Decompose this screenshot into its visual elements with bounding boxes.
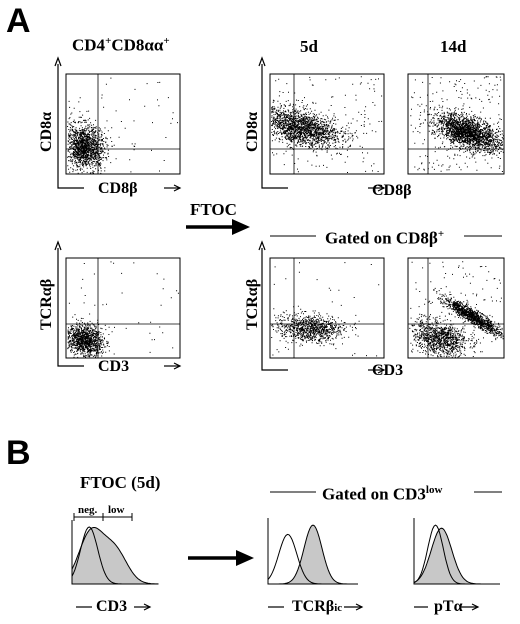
histogram-pta-axes [413, 518, 500, 585]
histogram-pta-filled [413, 527, 500, 585]
x-label-hist-cd3: CD3 [96, 598, 128, 615]
axes-cd8-5d-yarrow [258, 56, 266, 67]
header-5d: 5d [300, 37, 318, 56]
dotplot-tcr-left-frame [65, 257, 181, 359]
axes-cd8-5d-xarrow-head [377, 184, 386, 192]
axes-cd8-left-xarrow-head [173, 184, 182, 192]
hist-tcrbic-arrow-head [355, 603, 364, 611]
axes-cd8-left-yarrow [54, 56, 62, 67]
dotplot-cd8-5d-cells [271, 95, 368, 162]
x-label-cd8b-right: CD8β [372, 182, 412, 199]
ftoc-label: FTOC [190, 200, 237, 219]
axes-tcr-5d-axis-l [261, 248, 288, 371]
panel-a-letter: A [6, 2, 31, 40]
dotplot-cd8-14d-cells [418, 100, 504, 164]
dotplot-cd8-5d-frame [269, 73, 385, 175]
dotplot-tcr-14d-frame [407, 257, 505, 359]
histogram-tcrbic-axes [267, 518, 358, 585]
axes-cd8-5d-axis-l [261, 64, 288, 189]
axes-tcr-left-yarrow [54, 240, 62, 251]
panel-b-title: FTOC (5d) [80, 473, 161, 492]
gated-cd8b-label: Gated on CD8β+ [325, 228, 445, 248]
hist-cd3-arrow-head [143, 603, 152, 611]
ftoc-arrow-head [232, 219, 250, 235]
x-label-hist-tcrbic: TCRβic [292, 598, 343, 615]
axes-tcr-left-axis-l [57, 248, 84, 367]
histogram-cd3-filled [71, 527, 159, 585]
dotplot-cd8-14d-frame [407, 73, 505, 175]
hist-pta-arrow-head [471, 603, 480, 611]
histogram-tcrbic-filled [268, 524, 358, 585]
x-label-cd3-left: CD3 [98, 358, 130, 375]
dotplot-tcr-14d-cells-diag [433, 288, 504, 340]
dotplot-cd8-left-cells [67, 101, 117, 174]
header-cd4cd8aa: CD4+CD8αα+ [72, 35, 170, 55]
dotplot-cd8-left-frame [65, 73, 181, 175]
dotplot-tcr-left-cells [67, 316, 115, 358]
dotplot-tcr-5d-frame [269, 257, 385, 359]
gate-low-label: low [108, 504, 125, 516]
dotplot-tcr-5d-cells [271, 306, 360, 353]
x-label-cd8b-left: CD8β [98, 180, 138, 197]
axes-tcr-left-xarrow-head [173, 362, 182, 370]
axes-cd8-left-axis-l [57, 64, 84, 189]
axes-tcr-5d-xarrow-head [377, 366, 386, 374]
histogram-cd3-axes [71, 520, 158, 585]
dotplot-tcr-14d-cells-base [409, 311, 486, 358]
gated-cd3low-label: Gated on CD3low [322, 484, 443, 504]
x-label-hist-pta: pTα [434, 598, 463, 615]
header-14d: 14d [440, 37, 467, 56]
x-label-cd3-right: CD3 [372, 362, 404, 379]
axes-tcr-5d-yarrow [258, 240, 266, 251]
panel-b-arrow-head [236, 550, 254, 566]
panel-b-letter: B [6, 434, 31, 472]
gate-neg-label: neg. [78, 504, 98, 516]
